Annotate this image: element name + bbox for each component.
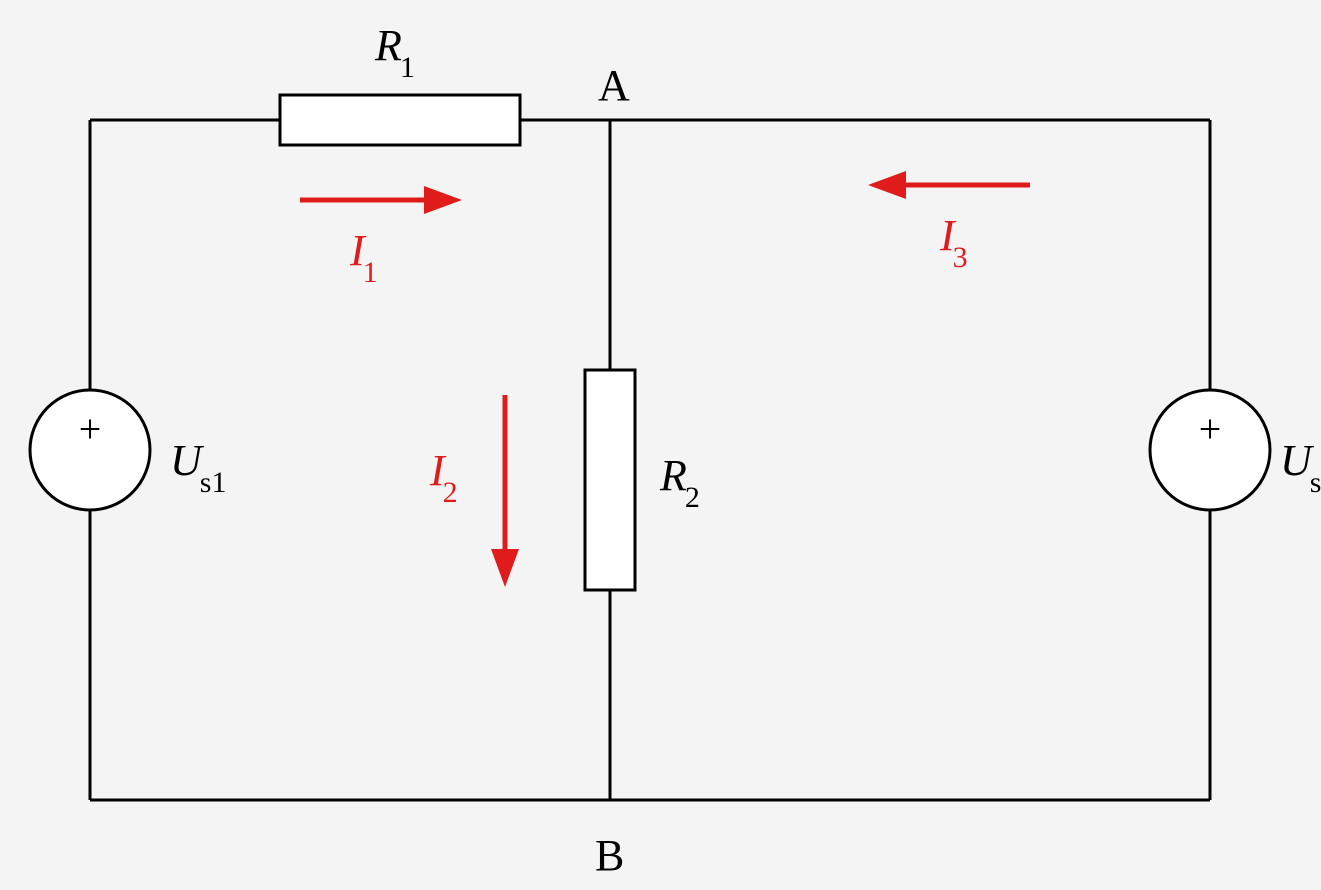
- us2-plus: +: [1199, 407, 1222, 452]
- circuit-diagram: + + R1 A B I1 I3 I2: [0, 0, 1321, 890]
- label-node-b: B: [595, 831, 624, 880]
- us1-plus: +: [79, 407, 102, 452]
- label-node-a: A: [598, 61, 630, 110]
- resistor-r1: [280, 95, 520, 145]
- resistor-r2: [585, 370, 635, 590]
